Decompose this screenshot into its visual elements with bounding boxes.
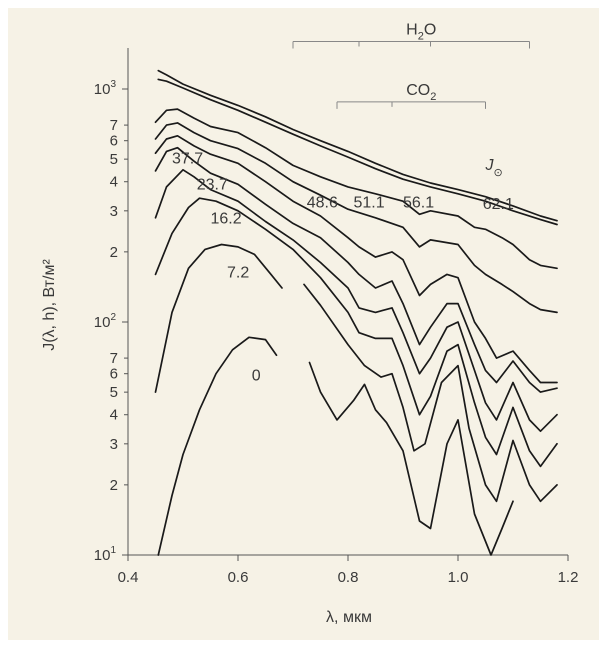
y-major-tick-label: 102 (94, 312, 117, 331)
chart-panel (8, 8, 599, 640)
y-minor-tick-label: 4 (110, 407, 118, 424)
y-minor-tick-label: 7 (110, 117, 118, 134)
curve-621 (157, 78, 558, 226)
y-major-tick-label: 101 (94, 545, 117, 564)
curve-label: 23.7 (197, 177, 228, 194)
y-major-tick-label: 103 (94, 79, 117, 98)
x-tick-label: 0.8 (338, 569, 359, 586)
y-minor-tick-label: 2 (110, 244, 118, 261)
curve-label: J⊙ (485, 157, 503, 179)
curve-0 (308, 361, 514, 556)
y-minor-tick-label: 6 (110, 133, 118, 150)
curve-label: 16.2 (211, 210, 242, 227)
absorption-bands: H2O CO2 (292, 21, 530, 109)
curve-72 (303, 283, 558, 503)
curve-377 (154, 146, 558, 393)
curve-561 (154, 108, 558, 270)
x-tick-label: 0.4 (118, 569, 139, 586)
y-minor-tick-label: 7 (110, 350, 118, 367)
x-axis-title: λ, мкм (326, 609, 372, 626)
curve-labels: J⊙ 62.1 56.1 51.1 48.6 37.7 23.7 16.2 7.2 0 (172, 150, 514, 384)
curve-label: 62.1 (483, 196, 514, 213)
curve-label: 56.1 (403, 195, 434, 212)
curves (154, 69, 558, 556)
curve-label: 0 (252, 368, 261, 385)
y-minor-tick-label: 2 (110, 477, 118, 494)
x-tick-label: 1.2 (558, 569, 579, 586)
curve-511 (154, 122, 558, 314)
curve-label: 37.7 (172, 150, 203, 167)
curve-486 (154, 134, 558, 384)
curve-162 (154, 197, 558, 468)
band-label: H2O (406, 21, 436, 42)
curve-J (157, 69, 558, 222)
curve-label: 48.6 (307, 195, 338, 212)
y-minor-tick-label: 3 (110, 436, 118, 453)
curve-72 (154, 243, 283, 393)
band-label: CO2 (406, 82, 436, 103)
y-axis-title: J(λ, h), Вт/м² (41, 259, 58, 351)
x-tick-label: 0.6 (228, 569, 249, 586)
curve-label: 7.2 (227, 265, 249, 282)
curve-label: 51.1 (354, 195, 385, 212)
x-tick-label: 1.0 (448, 569, 469, 586)
curve-237 (154, 168, 558, 433)
y-minor-tick-label: 6 (110, 366, 118, 383)
y-minor-tick-label: 5 (110, 384, 118, 401)
curve-0 (157, 336, 278, 556)
y-minor-tick-label: 5 (110, 151, 118, 168)
y-minor-tick-label: 4 (110, 174, 118, 191)
y-minor-tick-label: 3 (110, 203, 118, 220)
